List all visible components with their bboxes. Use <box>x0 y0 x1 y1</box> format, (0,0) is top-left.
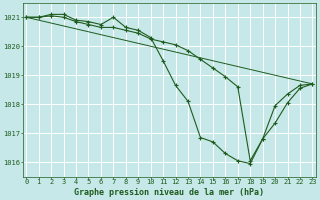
X-axis label: Graphe pression niveau de la mer (hPa): Graphe pression niveau de la mer (hPa) <box>74 188 264 197</box>
